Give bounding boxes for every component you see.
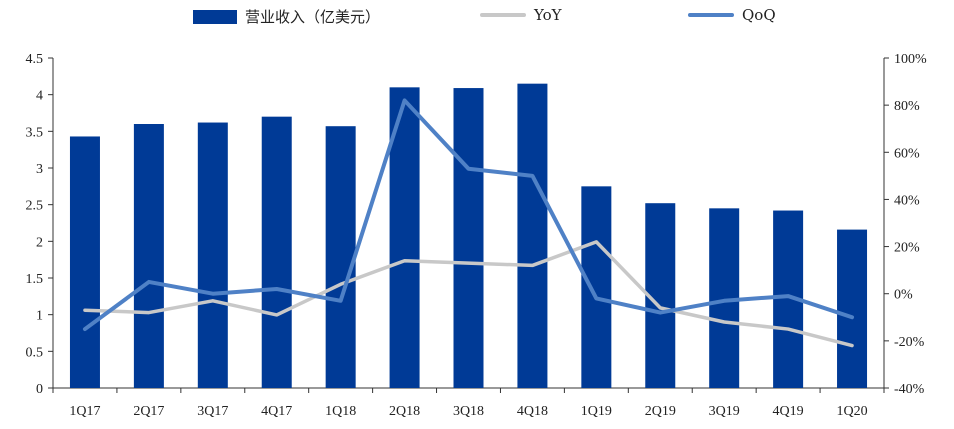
revenue-bar — [517, 83, 548, 389]
x-tick-label: 1Q18 — [325, 404, 356, 419]
left-tick-label: 0 — [36, 382, 43, 397]
revenue-bar — [69, 136, 100, 388]
left-tick-label: 1 — [36, 309, 43, 324]
left-tick-label: 3.5 — [26, 125, 44, 140]
legend: 营业收入（亿美元） YoY QoQ — [0, 6, 954, 32]
x-tick-label: 3Q17 — [197, 404, 228, 419]
legend-label-revenue: 营业收入（亿美元） — [245, 8, 381, 26]
legend-item-revenue: 营业收入（亿美元） — [193, 6, 380, 27]
left-tick-label: 1.5 — [26, 272, 44, 287]
revenue-bar — [837, 229, 868, 388]
legend-label-qoq: QoQ — [742, 6, 776, 24]
qoq-line — [82, 98, 855, 332]
x-tick-label: 4Q18 — [517, 404, 548, 419]
x-tick-label: 1Q19 — [581, 404, 612, 419]
left-tick-label: 4.5 — [26, 52, 44, 67]
right-tick-label: -40% — [894, 382, 925, 397]
legend-item-yoy: YoY — [480, 6, 562, 24]
legend-label-yoy: YoY — [534, 6, 562, 24]
x-tick-label: 3Q18 — [453, 404, 484, 419]
x-tick-label: 4Q19 — [773, 404, 804, 419]
revenue-bar — [261, 116, 292, 389]
right-tick-label: -20% — [894, 335, 925, 350]
left-tick-label: 2 — [36, 235, 43, 250]
right-tick-label: 20% — [894, 241, 920, 256]
right-tick-label: 100% — [894, 52, 927, 67]
yoy-line — [83, 240, 854, 348]
right-tick-label: 60% — [894, 146, 920, 161]
left-tick-label: 0.5 — [26, 345, 44, 360]
x-tick-label: 1Q20 — [836, 404, 867, 419]
x-tick-label: 1Q17 — [69, 404, 100, 419]
legend-item-qoq: QoQ — [688, 6, 776, 24]
x-tick-label: 3Q19 — [709, 404, 740, 419]
right-tick-label: 40% — [894, 193, 920, 208]
revenue-bar — [453, 88, 484, 389]
right-tick-label: 80% — [894, 99, 920, 114]
revenue-bar — [581, 186, 612, 388]
left-tick-label: 2.5 — [26, 199, 44, 214]
revenue-bar — [325, 126, 356, 388]
x-tick-label: 2Q17 — [133, 404, 164, 419]
x-tick-label: 2Q18 — [389, 404, 420, 419]
legend-swatch-yoy — [480, 13, 526, 17]
revenue-bar — [197, 122, 228, 389]
left-tick-label: 4 — [36, 89, 43, 104]
right-tick-label: 0% — [894, 288, 913, 303]
legend-swatch-qoq — [688, 13, 734, 17]
x-tick-label: 4Q17 — [261, 404, 292, 419]
left-tick-label: 3 — [36, 162, 43, 177]
x-tick-label: 2Q19 — [645, 404, 676, 419]
legend-swatch-revenue — [193, 9, 237, 24]
revenue-bar — [133, 124, 164, 388]
